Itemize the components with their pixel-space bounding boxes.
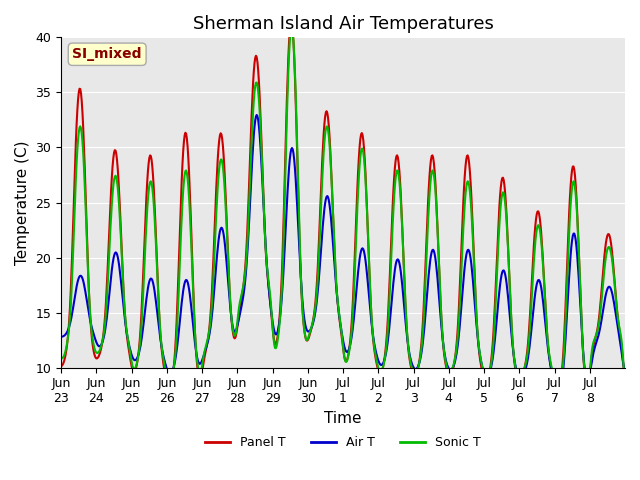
Air T (124, 333, 131, 339)
Air T (253, 112, 260, 118)
Sonic T (402, 311, 410, 317)
Line: Panel T: Panel T (61, 22, 625, 395)
Text: SI_mixed: SI_mixed (72, 47, 142, 61)
Sonic T (227, 309, 235, 315)
Panel T (434, 226, 442, 231)
Panel T (255, 79, 263, 84)
Panel T (58, 363, 65, 369)
Panel T (227, 310, 235, 316)
Air T (402, 323, 410, 329)
Title: Sherman Island Air Temperatures: Sherman Island Air Temperatures (193, 15, 493, 33)
Sonic T (255, 97, 263, 103)
X-axis label: Time: Time (324, 411, 362, 426)
Air T (554, 393, 562, 399)
Panel T (124, 336, 131, 342)
Air T (621, 368, 629, 373)
Y-axis label: Temperature (C): Temperature (C) (15, 140, 30, 265)
Panel T (276, 305, 284, 311)
Panel T (402, 312, 410, 318)
Sonic T (58, 356, 65, 361)
Sonic T (621, 379, 629, 385)
Panel T (621, 374, 629, 380)
Sonic T (554, 392, 561, 398)
Air T (58, 334, 65, 340)
Legend: Panel T, Air T, Sonic T: Panel T, Air T, Sonic T (200, 431, 486, 454)
Panel T (554, 392, 561, 398)
Sonic T (276, 313, 284, 319)
Air T (227, 311, 235, 317)
Sonic T (434, 227, 442, 233)
Air T (256, 132, 264, 137)
Line: Air T: Air T (61, 115, 625, 396)
Sonic T (124, 333, 131, 338)
Sonic T (288, 25, 296, 31)
Air T (277, 305, 285, 311)
Panel T (287, 19, 295, 24)
Line: Sonic T: Sonic T (61, 28, 625, 395)
Air T (434, 276, 442, 282)
